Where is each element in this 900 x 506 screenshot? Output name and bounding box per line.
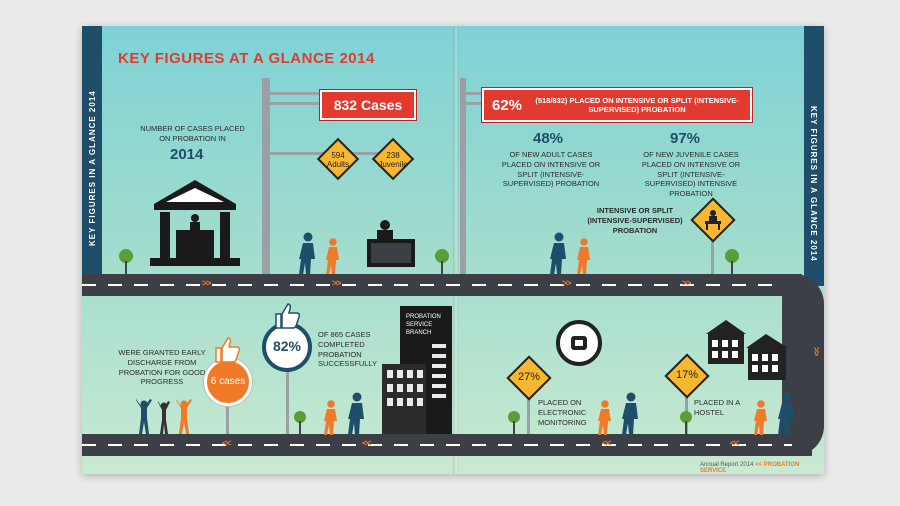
early-discharge-badge (204, 358, 252, 406)
electronic-monitor-badge (556, 320, 602, 366)
adults-number: 594 (331, 151, 345, 160)
signpost-arm-right-bottom (466, 102, 486, 105)
intensive-desc: (518/832) PLACED ON INTENSIVE OR SPLIT (… (535, 96, 739, 114)
walking-person-navy-icon (778, 392, 794, 435)
cheering-people-icon (136, 399, 192, 434)
tree-icon (508, 411, 520, 434)
juvenile-text: 238 Juvenile (370, 151, 416, 170)
page-number-right: 9 (810, 258, 818, 273)
magazine-spread: KEY FIGURES IN A GLANCE 2014 8 KEY FIGUR… (82, 26, 824, 474)
walking-person-orange-icon (754, 400, 767, 435)
ankle-monitor-icon (571, 336, 587, 350)
intensive-pct: 62% (492, 96, 523, 114)
book-spine (453, 26, 459, 474)
walking-person-navy-icon (622, 392, 638, 435)
total-cases-sign: 832 Cases (320, 90, 416, 120)
road-arrow-icon: >> (202, 278, 211, 288)
road-arrow-icon: >> (682, 278, 691, 288)
intensive-sign-label: INTENSIVE OR SPLIT (INTENSIVE-SUPERVISED… (587, 206, 683, 235)
branch-label: PROBATION SERVICE BRANCH (406, 314, 441, 336)
electronic-desc: PLACED ON ELECTRONIC MONITORING (538, 398, 587, 427)
officer-desk-icon (367, 220, 415, 267)
electronic-diamond-pole (527, 396, 530, 434)
walking-person-orange-icon (598, 400, 611, 435)
cases-year: 2014 (170, 146, 204, 163)
road-arrow-icon: >> (811, 346, 822, 356)
signpost-arm-right-top (466, 92, 486, 95)
left-sidebar: KEY FIGURES IN A GLANCE 2014 (82, 26, 102, 286)
road-arrow-icon: << (602, 438, 611, 448)
walking-person-navy-icon (299, 232, 315, 275)
road-arrow-icon: << (222, 438, 231, 448)
signpost-pole-right (460, 78, 466, 274)
signpost-pole-left (262, 78, 270, 274)
road-arrow-icon: << (730, 438, 739, 448)
signpost-arm-bottom (268, 102, 324, 105)
right-sidebar: KEY FIGURES IN A GLANCE 2014 (804, 26, 824, 286)
thumbs-up-icon (275, 303, 300, 329)
walking-person-orange-icon (326, 238, 339, 275)
juvenile-intensive-desc: OF NEW JUVENILE CASES PLACED ON INTENSIV… (641, 150, 741, 198)
page-title: KEY FIGURES AT A GLANCE 2014 (118, 50, 375, 67)
completed-badge (262, 322, 312, 372)
road-arrow-icon: << (362, 438, 371, 448)
completed-badge-pole (286, 366, 289, 434)
footer: Annual Report 2014 << PROBATION SERVICE (700, 462, 800, 474)
tree-icon (119, 249, 133, 276)
building-windows-icon (382, 344, 446, 434)
tree-icon (725, 249, 739, 276)
houses-icon (706, 320, 788, 380)
adult-intensive-desc: OF NEW ADULT CASES PLACED ON INTENSIVE O… (501, 150, 601, 189)
early-badge-pole (226, 386, 229, 434)
total-cases-text: 832 Cases (333, 97, 403, 113)
hostel-desc: PLACED IN A HOSTEL (694, 398, 740, 417)
road-lower-dash (82, 444, 792, 446)
electronic-pct: 27% (517, 371, 541, 383)
juvenile-intensive-pct: 97% (670, 130, 701, 147)
road-arrow-icon: >> (562, 278, 571, 288)
tree-icon (435, 249, 449, 276)
adult-intensive-pct: 48% (533, 130, 564, 147)
desk-person-icon (705, 210, 721, 230)
left-sidebar-text: KEY FIGURES IN A GLANCE 2014 (88, 90, 97, 246)
footer-report: Annual Report 2014 (700, 462, 754, 468)
cases-label: NUMBER OF CASES PLACED ON PROBATION IN (140, 124, 245, 143)
courthouse-icon (150, 180, 240, 266)
walking-person-navy-icon (550, 232, 566, 275)
tree-icon (294, 411, 306, 434)
completed-badge-text: 82% (272, 338, 302, 354)
hostel-pct: 17% (675, 369, 699, 381)
signpost-arm-top (268, 92, 324, 95)
adults-label: Adults (326, 159, 350, 169)
footer-service: PROBATION SERVICE (700, 462, 800, 474)
intensive-diamond-pole (711, 234, 714, 274)
tree-icon (680, 411, 692, 434)
walking-person-navy-icon (348, 392, 364, 435)
juvenile-number: 238 (386, 151, 400, 160)
road-arrow-icon: >> (332, 278, 341, 288)
right-sidebar-text: KEY FIGURES IN A GLANCE 2014 (809, 106, 818, 262)
completed-desc: OF 865 CASES COMPLETED PROBATION SUCCESS… (318, 330, 378, 369)
road-upper-dash (82, 284, 782, 286)
early-discharge-desc: WERE GRANTED EARLY DISCHARGE FROM PROBAT… (118, 348, 206, 387)
walking-person-orange-icon (577, 238, 590, 275)
juvenile-label: Juvenile (378, 159, 408, 169)
thumbs-up-icon (215, 337, 240, 363)
early-discharge-badge-text: 6 cases (210, 376, 246, 387)
adults-text: 594 Adults (315, 151, 361, 170)
page-number-left: 8 (88, 258, 96, 273)
intensive-sign: 62% (518/832) PLACED ON INTENSIVE OR SPL… (482, 88, 752, 122)
walking-person-orange-icon (324, 400, 337, 435)
